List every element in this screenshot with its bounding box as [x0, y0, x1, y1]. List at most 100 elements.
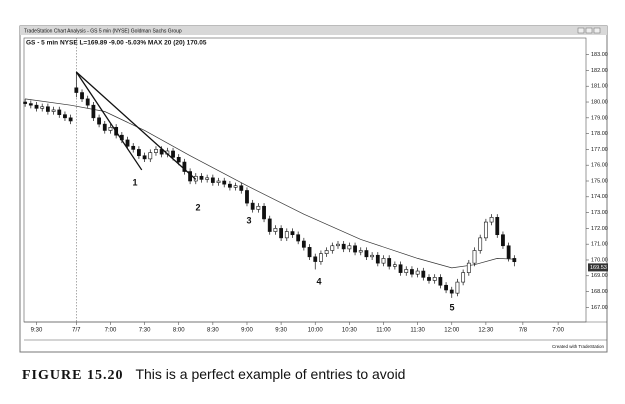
y-tick-label: 171.00: [591, 242, 608, 248]
x-tick-label: 8:30: [207, 328, 219, 334]
candle-body: [245, 190, 249, 204]
candle-body: [228, 183, 232, 188]
y-tick-label: 167.00: [591, 305, 608, 311]
candle-body: [307, 247, 312, 258]
candle-body: [239, 185, 244, 191]
y-tick-label: 175.00: [591, 178, 608, 184]
x-tick-label: 10:30: [342, 328, 358, 334]
candle-body: [336, 243, 340, 247]
candle-body: [125, 139, 130, 147]
candle-body: [142, 155, 147, 160]
candle-body: [40, 106, 45, 109]
candle-body: [392, 264, 397, 267]
candle-body: [421, 270, 426, 278]
y-tick-label: 179.00: [591, 115, 608, 121]
candle-body: [148, 152, 153, 160]
y-tick-label: 178.00: [591, 131, 608, 137]
candle-body: [34, 104, 39, 109]
candle-body: [262, 205, 266, 220]
candle-body: [51, 109, 56, 112]
candle-body: [256, 205, 261, 210]
y-tick-label: 181.00: [591, 84, 608, 90]
candle-body: [466, 262, 471, 273]
candle-body: [182, 161, 187, 172]
x-tick-label: 12:30: [478, 328, 494, 334]
x-tick-label: 7:00: [552, 328, 564, 334]
candle-body: [404, 269, 409, 273]
candle-body: [131, 145, 136, 150]
candle-body: [375, 254, 380, 264]
chart: TradeStation Chart Analysis - GS 5 min (…: [19, 25, 608, 353]
maximize-button[interactable]: [585, 27, 593, 34]
candle-body: [444, 284, 448, 291]
candle-body: [381, 258, 386, 264]
candle-body: [432, 277, 437, 281]
y-tick-label: 170.00: [591, 257, 608, 263]
candle-body: [301, 240, 306, 248]
last-price-box: [588, 263, 608, 272]
candle-body: [102, 123, 107, 131]
x-tick-label: 11:30: [410, 328, 425, 334]
trend-line: [75, 71, 143, 171]
candle-body: [290, 231, 295, 236]
y-tick-label: 177.00: [591, 147, 608, 153]
x-tick-label: 7/8: [519, 328, 528, 334]
candle-body: [279, 228, 284, 239]
candle-body: [398, 264, 403, 273]
candle-body: [68, 117, 73, 122]
candle-body: [506, 245, 511, 259]
candle-body: [427, 277, 431, 281]
candle-body: [222, 180, 227, 185]
y-tick-label: 168.00: [591, 289, 608, 295]
candle-body: [415, 270, 420, 275]
candle-body: [461, 272, 466, 283]
candle-body: [45, 106, 50, 112]
x-tick-label: 7/7: [72, 328, 81, 334]
candle-body: [91, 104, 96, 119]
candle-body: [284, 231, 289, 239]
candle-body: [74, 87, 79, 93]
candle-body: [80, 92, 84, 100]
annotation: 3: [246, 215, 251, 225]
candle-body: [313, 256, 318, 262]
x-tick-label: 12:00: [444, 328, 460, 334]
candle-body: [358, 250, 363, 253]
candle-body: [250, 202, 255, 210]
candle-body: [495, 217, 500, 236]
candle-body: [330, 245, 335, 251]
candle-body: [478, 237, 483, 251]
last-price-label: 169.53: [590, 265, 607, 271]
caption-text: This is a perfect example of entries to …: [135, 366, 406, 382]
y-tick-label: 173.00: [591, 210, 608, 216]
candle-body: [199, 175, 204, 180]
caption: FIGURE 15.20 This is a perfect example of…: [22, 366, 405, 384]
y-tick-label: 174.00: [591, 194, 608, 200]
candle-body: [324, 250, 329, 254]
y-tick-label: 180.00: [591, 99, 608, 105]
candle-body: [387, 258, 392, 267]
candle-body: [216, 180, 221, 183]
candle-body: [233, 185, 238, 188]
chart-header: GS - 5 min NYSE L=169.89 -9.00 -5.03% MA…: [26, 40, 207, 47]
candle-body: [455, 281, 460, 294]
candle-body: [353, 245, 357, 253]
candle-body: [489, 217, 494, 223]
title-bar: [20, 26, 607, 35]
candle-body: [176, 157, 181, 163]
minimize-button[interactable]: [577, 27, 585, 34]
y-tick-label: 176.00: [591, 163, 608, 169]
candle-body: [108, 126, 113, 131]
annotation: 4: [316, 276, 321, 286]
candle-body: [205, 177, 210, 180]
candle-body: [449, 289, 454, 294]
candle-body: [347, 245, 352, 250]
candle-body: [364, 250, 369, 258]
candle-body: [483, 221, 488, 239]
y-tick-label: 183.00: [591, 52, 608, 58]
candle-body: [341, 243, 346, 250]
candle-body: [267, 218, 272, 232]
close-button[interactable]: [593, 27, 601, 34]
trend-line: [75, 71, 197, 180]
